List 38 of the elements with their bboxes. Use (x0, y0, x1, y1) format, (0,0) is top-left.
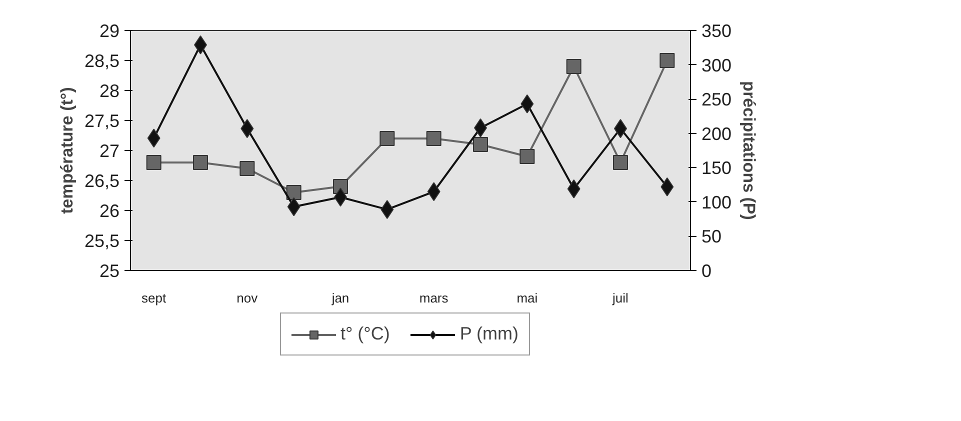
y-tick-label: 29 (99, 21, 120, 41)
y2-tick-label: 0 (702, 261, 712, 281)
point (660, 53, 675, 68)
y-tick-label: 28,5 (84, 51, 120, 71)
y2-tick-label: 50 (702, 226, 722, 247)
point (240, 161, 255, 176)
point (613, 155, 628, 170)
y-tick-label: 26,5 (84, 171, 120, 191)
y-tick-label: 27 (99, 141, 120, 161)
y-tick-label: 25 (99, 261, 120, 281)
legend-label: t° (°C) (340, 324, 390, 344)
y2-axis-title: précipitations (P) (740, 81, 759, 220)
y-tick-label: 27,5 (84, 111, 120, 131)
point (286, 185, 302, 200)
point (146, 155, 162, 170)
y-tick-label: 25,5 (84, 231, 120, 251)
y-tick-label: 26 (99, 201, 120, 221)
y2-tick-label: 150 (702, 158, 732, 178)
legend-label: P (mm) (460, 324, 519, 344)
y2-tick-label: 200 (702, 124, 732, 144)
point (566, 59, 582, 74)
x-tick-label: nov (236, 290, 258, 306)
y-tick-label: 28 (99, 81, 120, 101)
x-tick-label: mars (419, 290, 449, 306)
point (380, 131, 395, 146)
point (193, 155, 208, 170)
x-tick-label: juil (612, 290, 629, 306)
point (520, 149, 535, 164)
x-tick-label: mai (516, 290, 538, 306)
y2-tick-label: 300 (702, 55, 732, 76)
y2-tick-label: 250 (702, 90, 732, 110)
point (426, 131, 442, 146)
y2-tick-label: 350 (702, 21, 732, 41)
point (473, 137, 488, 152)
y2-tick-label: 100 (702, 192, 732, 212)
x-tick-label: sept (142, 290, 167, 306)
y-axis-title: température (t°) (57, 87, 76, 214)
x-tick-label: jan (330, 290, 350, 306)
